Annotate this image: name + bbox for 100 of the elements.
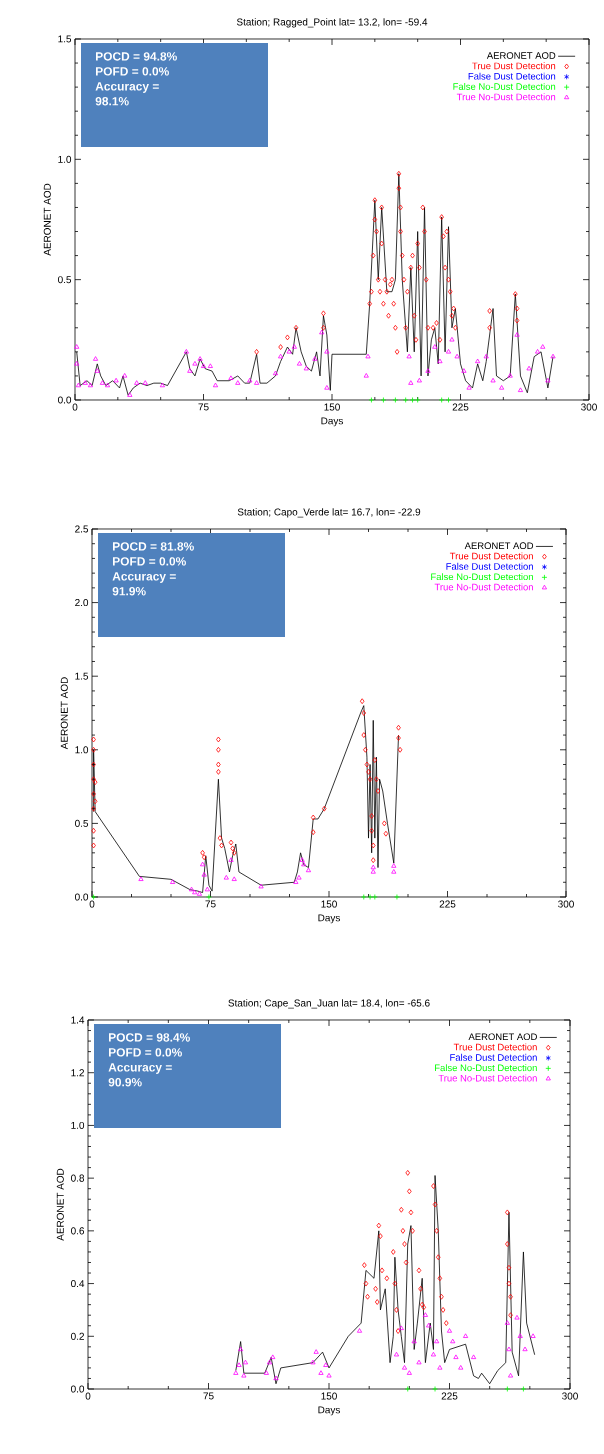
point bbox=[391, 869, 397, 874]
point bbox=[391, 300, 396, 307]
x-axis-title: Days bbox=[318, 914, 340, 924]
point bbox=[242, 1359, 249, 1365]
point bbox=[487, 308, 492, 314]
point bbox=[366, 768, 371, 775]
x-axis-title: Days bbox=[321, 417, 343, 427]
point bbox=[204, 886, 210, 892]
point bbox=[446, 276, 451, 283]
legend-label: True Dust Detection bbox=[449, 552, 533, 560]
chart-title: Station; Ragged_Point lat= 13.2, lon= -59.4 bbox=[236, 18, 428, 28]
point bbox=[419, 1301, 425, 1308]
point bbox=[299, 857, 305, 862]
point bbox=[367, 776, 373, 783]
point bbox=[445, 397, 452, 403]
legend-label: False Dust Detection bbox=[446, 562, 533, 570]
point bbox=[408, 264, 414, 271]
point bbox=[379, 240, 384, 247]
point bbox=[417, 264, 422, 271]
point bbox=[383, 830, 389, 837]
point bbox=[367, 894, 373, 900]
point bbox=[138, 876, 144, 881]
point bbox=[384, 1275, 390, 1282]
point bbox=[403, 1259, 409, 1266]
legend-label: True Dust Detection bbox=[453, 1043, 537, 1051]
point bbox=[407, 1188, 412, 1195]
x-tick-label: 75 bbox=[205, 900, 216, 908]
point bbox=[369, 813, 374, 819]
point bbox=[522, 1346, 528, 1352]
y-tick-label: 1.2 bbox=[71, 1069, 84, 1077]
point bbox=[278, 344, 283, 350]
x-tick-label: 75 bbox=[203, 1392, 214, 1400]
point bbox=[401, 276, 407, 283]
point bbox=[513, 291, 518, 297]
point bbox=[416, 1359, 422, 1365]
point bbox=[376, 1222, 382, 1229]
point bbox=[374, 776, 379, 783]
annotation: POFD = 0.0% bbox=[113, 557, 186, 566]
y-tick-label: 0.5 bbox=[58, 276, 72, 284]
point bbox=[293, 879, 299, 884]
point bbox=[514, 305, 520, 312]
legend-label: AERONET AOD bbox=[464, 542, 534, 550]
point bbox=[432, 1386, 438, 1392]
point bbox=[391, 863, 397, 868]
point bbox=[362, 1262, 367, 1269]
point bbox=[371, 894, 378, 900]
point bbox=[405, 1169, 410, 1176]
legend-label: False Dust Detection bbox=[450, 1053, 537, 1061]
annotation: Accuracy = 91.9% bbox=[112, 572, 176, 596]
legend-label: False No-Dust Detection bbox=[453, 82, 556, 90]
point bbox=[360, 894, 367, 900]
point bbox=[254, 348, 259, 355]
point bbox=[396, 724, 401, 731]
point bbox=[434, 1227, 439, 1234]
point bbox=[231, 849, 237, 856]
point bbox=[91, 776, 96, 783]
legend-label: True No-Dust Detection bbox=[438, 1074, 537, 1082]
point bbox=[394, 1307, 399, 1313]
point bbox=[487, 324, 492, 331]
point bbox=[326, 1372, 332, 1378]
point bbox=[423, 276, 429, 283]
point bbox=[432, 1201, 438, 1208]
point bbox=[369, 827, 374, 834]
point bbox=[374, 228, 379, 235]
point bbox=[430, 324, 436, 331]
point bbox=[399, 1206, 404, 1213]
annotation: POCD = 98.4% bbox=[109, 1033, 190, 1042]
point bbox=[364, 761, 370, 768]
point bbox=[411, 1338, 417, 1344]
legend-label: AERONET AOD bbox=[486, 52, 556, 59]
point bbox=[394, 894, 400, 900]
point bbox=[402, 1241, 407, 1247]
point bbox=[441, 233, 446, 240]
point bbox=[514, 317, 520, 324]
point bbox=[382, 820, 387, 827]
point bbox=[393, 324, 398, 331]
y-tick-label: 1.0 bbox=[71, 1121, 85, 1129]
y-tick-label: 1.4 bbox=[71, 1016, 85, 1024]
point bbox=[170, 879, 176, 884]
x-tick-label: 75 bbox=[198, 403, 209, 411]
point bbox=[425, 324, 431, 331]
point bbox=[411, 312, 417, 319]
x-tick-label: 0 bbox=[72, 403, 78, 411]
point bbox=[273, 1375, 279, 1381]
point bbox=[397, 746, 403, 753]
point bbox=[381, 300, 386, 307]
legend-label: False No-Dust Detection bbox=[435, 1064, 537, 1072]
annotation: POCD = 94.8% bbox=[96, 52, 177, 61]
point bbox=[395, 1328, 401, 1334]
point bbox=[403, 324, 408, 331]
point bbox=[451, 305, 456, 312]
point bbox=[376, 276, 381, 283]
point bbox=[228, 857, 234, 862]
annotation: POCD = 81.8% bbox=[113, 542, 194, 551]
point bbox=[375, 788, 381, 794]
point bbox=[450, 1338, 456, 1344]
point bbox=[422, 228, 427, 235]
point bbox=[396, 185, 402, 192]
point bbox=[413, 336, 419, 343]
point bbox=[440, 1307, 446, 1313]
